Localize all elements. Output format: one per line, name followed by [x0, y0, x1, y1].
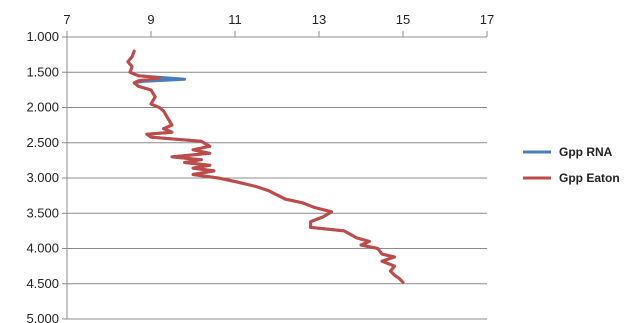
legend-label-gpp-rna: Gpp RNA: [559, 145, 613, 159]
series-line-gpp-rna: [126, 49, 405, 284]
y-tick-label: 2.000: [26, 100, 59, 115]
series-lines: [126, 49, 405, 284]
y-tick-label: 4.500: [26, 276, 59, 291]
axes: 1.000 1.500 2.000 2.500 3.000 3.500 4.000 4.500…: [26, 12, 494, 323]
x-tick-label: 7: [63, 12, 70, 27]
y-tick-label: 2.500: [26, 135, 59, 150]
x-tick-label: 17: [480, 12, 494, 27]
legend: Gpp RNA Gpp Eaton: [523, 145, 620, 185]
x-tick-label: 15: [396, 12, 410, 27]
x-tick-label: 13: [312, 12, 326, 27]
y-tick-label: 4.000: [26, 241, 59, 256]
legend-label-gpp-eaton: Gpp Eaton: [559, 171, 620, 185]
x-tick-label: 11: [228, 12, 242, 27]
y-tick-label: 3.500: [26, 205, 59, 220]
series-line-gpp-eaton: [126, 49, 405, 284]
y-tick-label: 1.000: [26, 29, 59, 44]
y-tick-label: 5.000: [26, 311, 59, 323]
y-tick-label: 1.500: [26, 64, 59, 79]
x-tick-label: 9: [147, 12, 154, 27]
gridlines: [67, 36, 487, 320]
y-tick-label: 3.000: [26, 170, 59, 185]
